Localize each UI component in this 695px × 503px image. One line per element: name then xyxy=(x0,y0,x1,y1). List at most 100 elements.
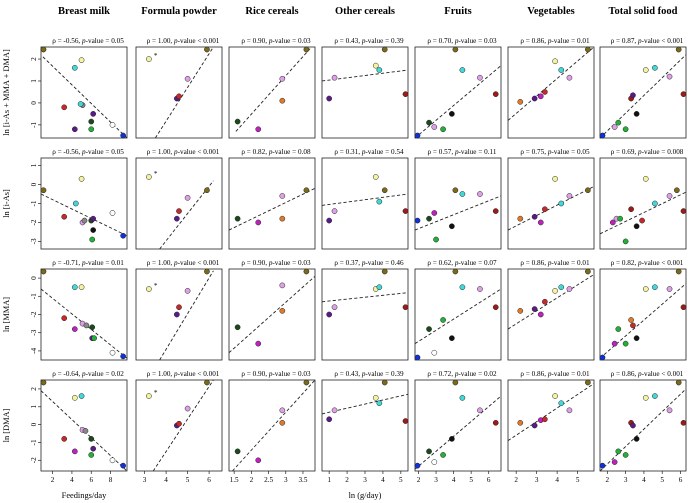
column-title: Rice cereals xyxy=(245,6,298,17)
data-point xyxy=(566,74,573,81)
data-point xyxy=(599,132,606,139)
data-point xyxy=(91,335,97,342)
panel-frame xyxy=(228,46,316,139)
regression-line xyxy=(507,46,595,121)
data-point xyxy=(174,215,180,222)
data-point xyxy=(331,74,338,81)
data-point xyxy=(617,215,623,222)
data-point xyxy=(452,379,459,386)
regression-line xyxy=(321,69,409,82)
data-point xyxy=(61,315,68,321)
x-tick-label: 1.5 xyxy=(230,476,239,484)
column-title: Other cereals xyxy=(335,6,395,17)
regression-line xyxy=(321,393,409,415)
data-point xyxy=(109,121,116,128)
data-point xyxy=(381,187,388,194)
data-point xyxy=(120,353,126,360)
data-point xyxy=(477,407,483,414)
stat-annotation: ρ = 0.70, p-value = 0.03 xyxy=(427,37,497,45)
data-point xyxy=(204,46,210,53)
data-point xyxy=(558,284,565,291)
data-point xyxy=(558,67,565,73)
data-point xyxy=(609,219,616,226)
data-point xyxy=(615,119,622,126)
regression-line xyxy=(228,187,316,231)
data-point xyxy=(531,422,538,429)
data-point xyxy=(88,126,95,133)
x-tick-label: 6 xyxy=(487,476,491,484)
data-point xyxy=(566,286,573,292)
stat-annotation: ρ = 0.31, p-value = 0.54 xyxy=(334,148,404,156)
data-point xyxy=(331,407,338,414)
data-point xyxy=(542,416,548,423)
x-tick-label: 4 xyxy=(164,476,168,484)
regression-line xyxy=(414,195,502,231)
data-point xyxy=(77,101,84,107)
data-point xyxy=(414,217,421,224)
data-point xyxy=(279,282,286,289)
data-point xyxy=(78,176,85,182)
data-point xyxy=(234,215,241,222)
x-tick-label: 3 xyxy=(363,476,367,484)
x-axis-label-log-grams: ln (g/day) xyxy=(349,491,382,500)
data-point xyxy=(680,419,687,426)
x-tick-label: 4 xyxy=(642,476,646,484)
data-point xyxy=(279,407,286,414)
data-point xyxy=(303,379,310,386)
data-point xyxy=(630,422,636,429)
data-point xyxy=(376,400,383,407)
stat-annotation: ρ = 0.43, p-value = 0.39 xyxy=(334,370,404,378)
panel-frame xyxy=(321,379,409,472)
y-tick-label: 0 xyxy=(30,276,38,280)
y-tick-label: -3 xyxy=(30,238,38,244)
stat-annotation: ρ = 0.69, p-value = 0.008 xyxy=(611,148,684,156)
stat-annotation: ρ = -0.64, p-value = 0.02 xyxy=(52,370,124,378)
data-point xyxy=(326,311,333,318)
data-point xyxy=(83,322,90,329)
y-axis-label: ln [i-As] xyxy=(2,189,11,218)
x-axis-label-feedings: Feedings/day xyxy=(62,491,107,500)
data-point xyxy=(431,124,438,130)
data-point xyxy=(542,89,548,95)
data-point xyxy=(492,304,499,311)
x-tick-label: 6 xyxy=(207,476,211,484)
data-point xyxy=(552,393,558,399)
x-tick-label: 6 xyxy=(89,476,93,484)
data-point xyxy=(402,304,409,311)
data-point xyxy=(440,452,446,458)
panel-frame xyxy=(135,46,223,139)
regression-line xyxy=(414,395,502,470)
panel-frame xyxy=(135,268,223,361)
x-tick-label: 2 xyxy=(250,476,254,484)
data-point xyxy=(517,308,524,314)
panel-frame xyxy=(507,157,595,250)
data-point xyxy=(615,448,622,455)
regression-line xyxy=(599,283,687,359)
x-tick-label: 1 xyxy=(327,476,331,484)
data-point xyxy=(622,126,629,133)
regression-line xyxy=(152,379,214,472)
data-point xyxy=(326,217,333,224)
data-point xyxy=(666,73,673,80)
x-tick-label: 5 xyxy=(469,476,473,484)
data-point xyxy=(402,208,409,214)
data-point xyxy=(426,119,432,126)
data-point xyxy=(477,74,483,81)
data-point xyxy=(633,436,640,442)
data-point xyxy=(176,420,182,427)
data-point xyxy=(642,286,649,292)
data-point xyxy=(402,91,409,97)
y-axis-label: ln [MMA] xyxy=(2,297,11,332)
stat-annotation: ρ = 1.00, p-value < 0.001 xyxy=(147,148,220,156)
data-point xyxy=(120,462,126,469)
data-point xyxy=(449,223,455,230)
data-point xyxy=(88,452,95,458)
data-point xyxy=(537,93,544,100)
column-title: Total solid food xyxy=(608,6,677,17)
column-title: Breast milk xyxy=(58,6,110,17)
y-tick-label: -1 xyxy=(30,200,38,206)
panel-frame xyxy=(599,46,687,139)
data-point xyxy=(372,174,379,180)
stat-annotation: ρ = 0.82, p-value = 0.08 xyxy=(241,148,311,156)
